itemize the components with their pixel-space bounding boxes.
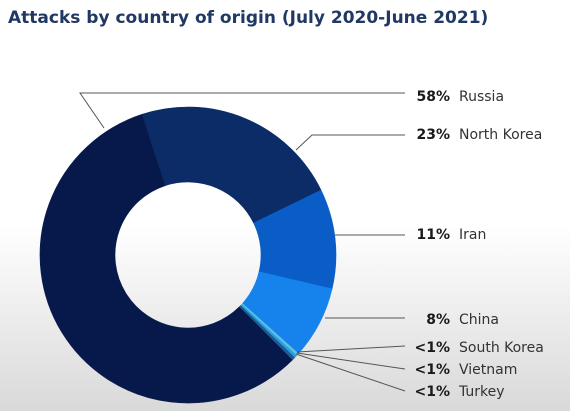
value-label: 8% xyxy=(426,312,450,328)
leader-line xyxy=(296,345,406,353)
category-label: Vietnam xyxy=(459,362,517,378)
category-label: Turkey xyxy=(458,384,505,400)
leader-line xyxy=(295,134,405,151)
leader-line xyxy=(79,92,405,129)
donut-slice xyxy=(39,113,294,404)
value-label: <1% xyxy=(415,340,451,356)
value-label: 58% xyxy=(416,89,450,105)
donut-slice xyxy=(239,305,296,361)
value-label: 11% xyxy=(416,227,450,243)
category-label: Russia xyxy=(459,89,504,105)
value-label: 23% xyxy=(416,127,450,143)
leader-line xyxy=(296,352,406,370)
leader-line xyxy=(295,353,406,392)
value-label: <1% xyxy=(415,362,451,378)
value-label: <1% xyxy=(415,384,451,400)
chart-title: Attacks by country of origin (July 2020-… xyxy=(8,8,488,28)
category-label: Iran xyxy=(459,227,486,243)
category-label: South Korea xyxy=(459,340,544,356)
category-label: China xyxy=(459,312,499,328)
category-label: North Korea xyxy=(459,127,542,143)
donut-slice xyxy=(141,106,322,224)
